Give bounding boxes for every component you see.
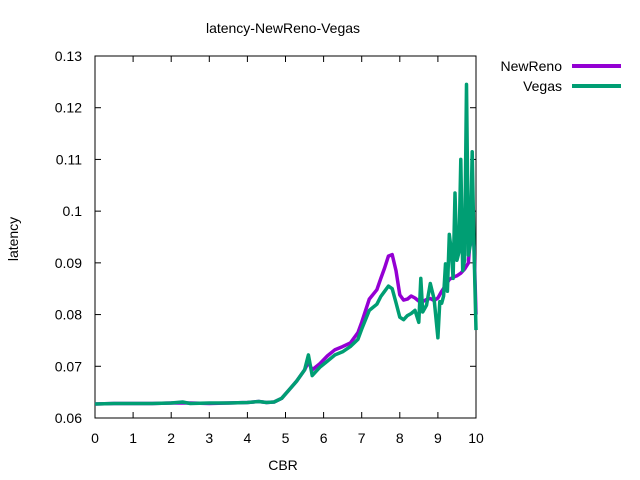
x-axis: 0 1 2 3 4 5 6 7 8 9 10 — [91, 56, 484, 446]
y-axis: 0.06 0.07 0.08 0.09 0.1 0.11 0.12 0.13 — [55, 48, 476, 426]
x-tick-label: 3 — [205, 430, 213, 446]
legend-label-newreno: NewReno — [501, 58, 563, 74]
x-tick-label: 0 — [91, 430, 99, 446]
x-tick-label: 9 — [434, 430, 442, 446]
x-tick-label: 8 — [396, 430, 404, 446]
y-tick-label: 0.08 — [55, 307, 82, 323]
legend-label-vegas: Vegas — [523, 78, 562, 94]
x-tick-label: 4 — [244, 430, 252, 446]
x-tick-label: 7 — [358, 430, 366, 446]
x-tick-label: 6 — [320, 430, 328, 446]
series-line-vegas — [94, 82, 478, 406]
y-tick-label: 0.09 — [55, 255, 82, 271]
y-tick-label: 0.12 — [55, 100, 82, 116]
y-tick-label: 0.06 — [55, 410, 82, 426]
y-tick-label: 0.13 — [55, 48, 82, 64]
x-tick-label: 2 — [167, 430, 175, 446]
y-axis-label: latency — [5, 217, 21, 261]
x-axis-label: CBR — [268, 457, 298, 473]
legend: NewReno Vegas — [501, 58, 621, 94]
y-tick-label: 0.1 — [63, 203, 83, 219]
series-group — [94, 82, 478, 406]
y-tick-label: 0.07 — [55, 358, 82, 374]
x-tick-label: 10 — [468, 430, 484, 446]
x-tick-label: 5 — [282, 430, 290, 446]
y-tick-label: 0.11 — [56, 151, 82, 167]
chart-title: latency-NewReno-Vegas — [206, 20, 360, 36]
plot-area-frame — [94, 55, 477, 419]
x-tick-label: 1 — [129, 430, 137, 446]
